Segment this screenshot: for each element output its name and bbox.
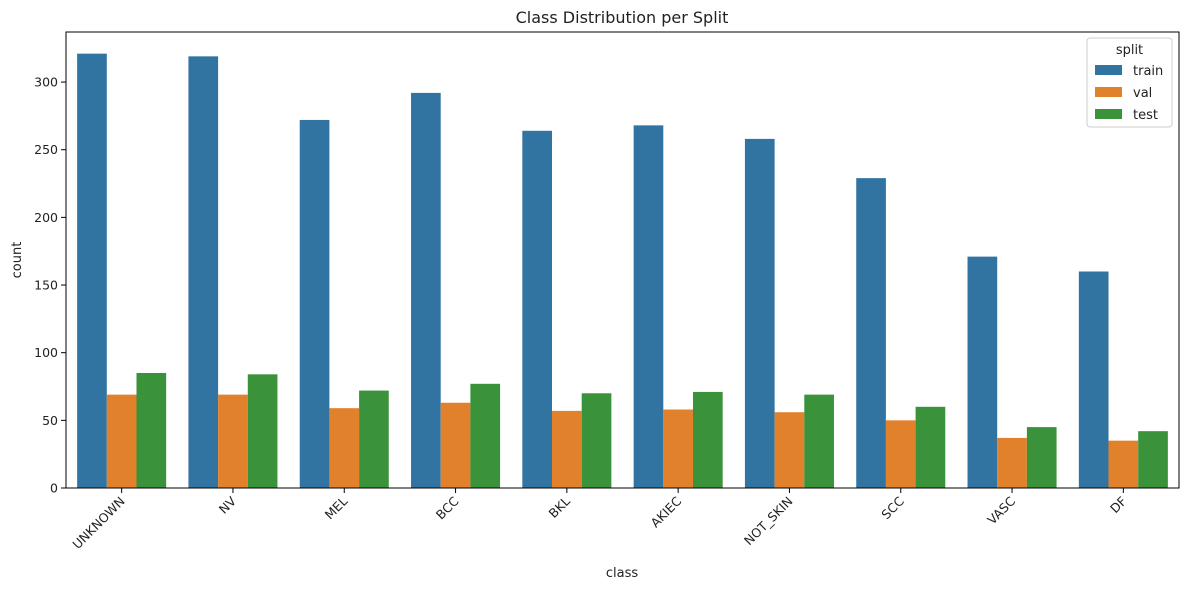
bar-train-bkl bbox=[522, 130, 553, 488]
bar-val-bkl bbox=[552, 410, 582, 488]
bar-train-df bbox=[1078, 271, 1109, 488]
y-axis-label: count bbox=[10, 242, 25, 279]
legend-label-train: train bbox=[1133, 64, 1163, 79]
bar-test-vasc bbox=[1026, 427, 1057, 488]
x-tick-label-not_skin: NOT_SKIN bbox=[741, 494, 796, 549]
bar-test-bcc bbox=[470, 383, 501, 488]
bar-train-unknown bbox=[77, 53, 107, 489]
y-tick-label: 150 bbox=[34, 278, 58, 293]
plot-frame bbox=[65, 31, 1180, 489]
x-tick-label-unknown: UNKNOWN bbox=[69, 494, 127, 552]
bar-train-vasc bbox=[967, 256, 998, 488]
bar-test-nv bbox=[247, 374, 278, 488]
x-tick-label-df: DF bbox=[1107, 494, 1130, 517]
legend: split train val test bbox=[1086, 37, 1173, 128]
bar-train-mel bbox=[299, 119, 330, 489]
bar-test-akiec bbox=[692, 391, 723, 488]
bars-group bbox=[77, 53, 1168, 489]
x-tick-label-akiec: AKIEC bbox=[647, 493, 684, 530]
bar-val-not_skin bbox=[774, 412, 805, 488]
bar-val-akiec bbox=[663, 409, 693, 488]
bar-train-bcc bbox=[411, 92, 441, 489]
y-tick-label: 300 bbox=[34, 75, 58, 90]
y-tick-label: 100 bbox=[34, 345, 58, 360]
bar-val-unknown bbox=[106, 394, 137, 488]
bar-val-df bbox=[1108, 440, 1139, 488]
y-axis: 0 50 100 150 200 250 300 bbox=[34, 75, 66, 496]
bar-test-not_skin bbox=[804, 394, 834, 488]
bar-test-unknown bbox=[136, 372, 167, 488]
x-tick-label-vasc: VASC bbox=[984, 493, 1018, 527]
bar-test-mel bbox=[359, 390, 389, 488]
y-tick-label: 200 bbox=[34, 210, 58, 225]
y-tick-label: 0 bbox=[50, 481, 58, 496]
legend-swatch-train bbox=[1095, 65, 1122, 75]
bar-train-akiec bbox=[633, 125, 664, 488]
legend-box bbox=[1086, 37, 1173, 128]
y-tick-label: 50 bbox=[42, 413, 58, 428]
bar-val-vasc bbox=[997, 437, 1027, 488]
bar-val-bcc bbox=[440, 402, 471, 488]
bar-train-nv bbox=[188, 56, 219, 489]
x-tick-label-scc: SCC bbox=[878, 493, 907, 522]
x-axis: UNKNOWN NV MEL BCC BKL AKIEC NOT_SKIN SCC VASC DF bbox=[69, 488, 1129, 552]
legend-swatch-val bbox=[1095, 87, 1122, 97]
bar-val-nv bbox=[218, 394, 248, 488]
x-tick-label-mel: MEL bbox=[322, 493, 351, 522]
legend-title: split bbox=[1116, 43, 1143, 58]
bar-val-mel bbox=[329, 408, 360, 488]
x-tick-label-nv: NV bbox=[216, 493, 240, 517]
legend-label-val: val bbox=[1133, 86, 1152, 101]
bar-test-bkl bbox=[581, 393, 612, 488]
x-axis-label: class bbox=[606, 566, 638, 581]
bar-val-scc bbox=[885, 420, 916, 488]
bar-train-not_skin bbox=[744, 138, 775, 488]
x-tick-label-bcc: BCC bbox=[433, 493, 462, 522]
chart-title: Class Distribution per Split bbox=[516, 8, 729, 27]
bar-test-scc bbox=[915, 406, 946, 488]
y-tick-label: 250 bbox=[34, 142, 58, 157]
x-tick-label-bkl: BKL bbox=[546, 493, 573, 520]
legend-swatch-test bbox=[1095, 109, 1122, 119]
bar-test-df bbox=[1138, 431, 1168, 488]
legend-label-test: test bbox=[1133, 108, 1158, 123]
bar-train-scc bbox=[856, 178, 886, 488]
